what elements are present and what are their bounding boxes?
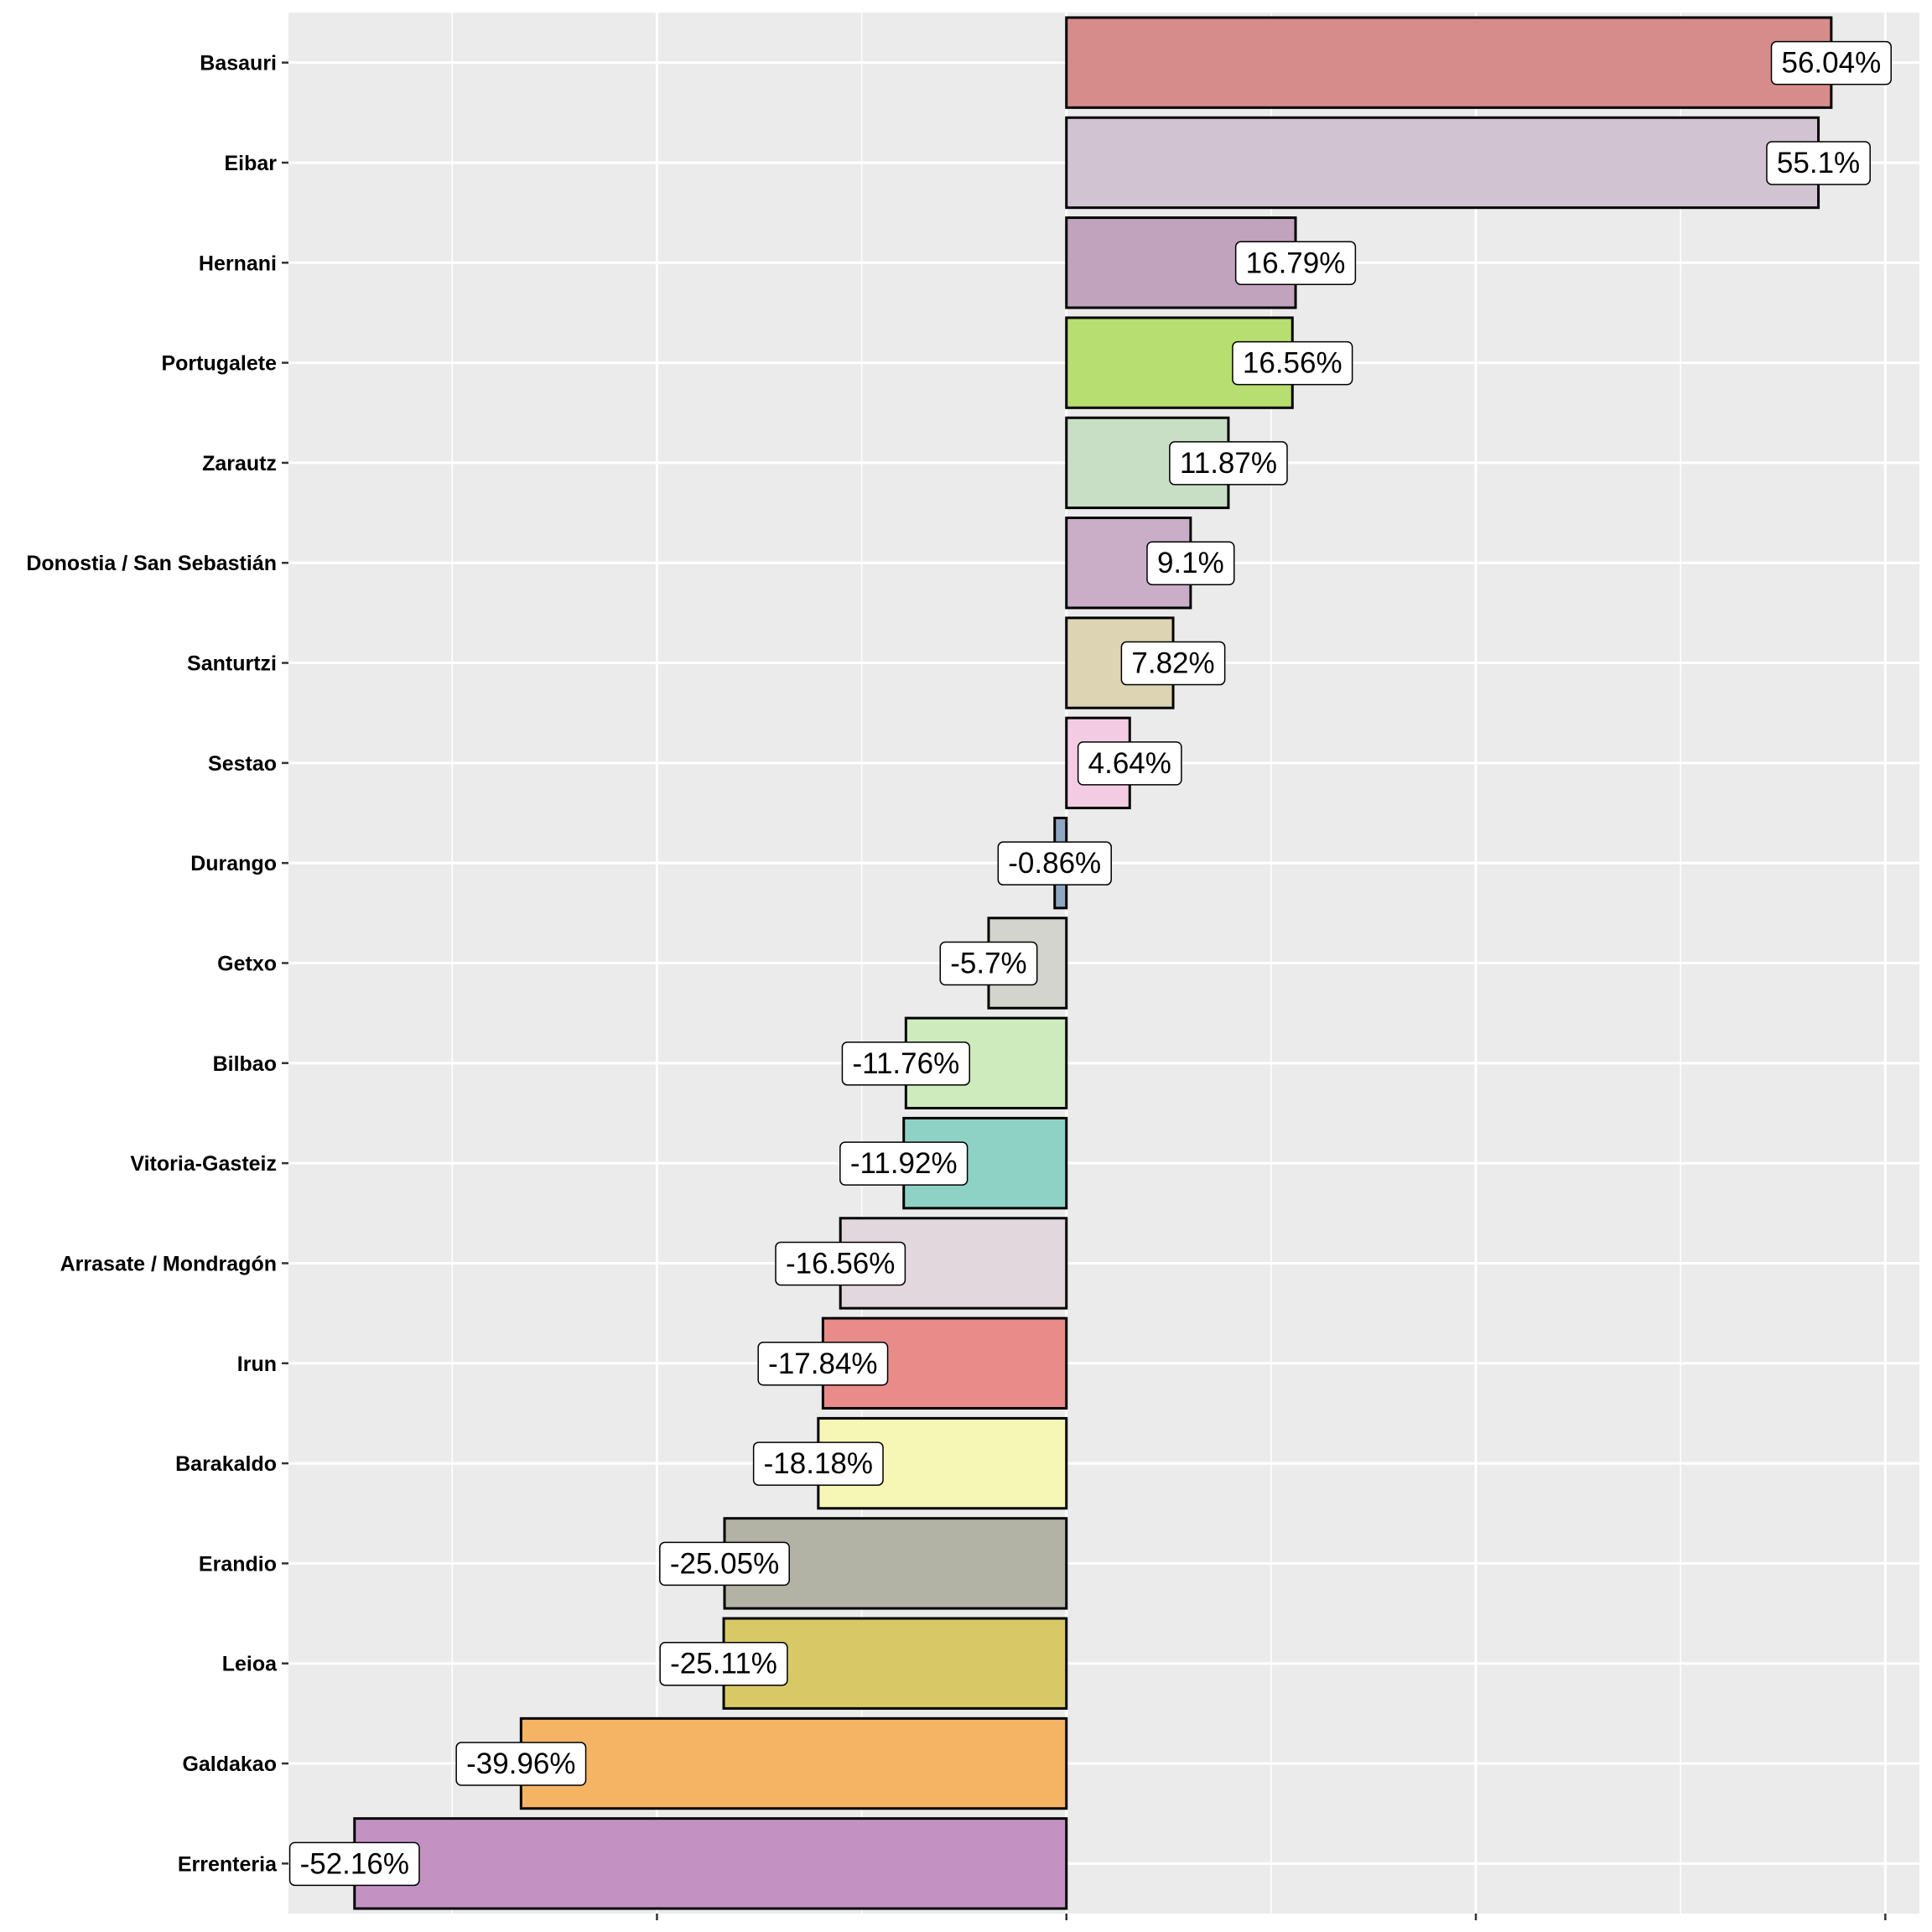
data-label-text: -0.86% [1008,847,1101,880]
y-tick-label: Santurtzi [187,652,277,676]
y-tick-label: Basauri [200,52,277,75]
data-label: 9.1% [1146,541,1235,585]
y-tick-label: Erandio [199,1552,277,1576]
y-tick-label: Irun [237,1353,277,1376]
data-label: -25.05% [659,1541,790,1587]
data-label-box [841,1041,970,1086]
bar [353,1817,1068,1910]
bar [1065,16,1833,109]
y-axis: Basauri Eibar Hernani Portugalete Zarautz Don… [26,52,288,1876]
data-label-text: 4.64% [1088,747,1171,780]
data-label: -0.86% [997,841,1112,886]
data-label-text: -18.18% [764,1447,873,1480]
y-tick-label: Zarautz [202,452,277,475]
data-label-box [659,1641,788,1686]
data-label-text: -11.76% [852,1047,959,1080]
data-label: 11.87% [1169,441,1288,486]
bar [1065,116,1820,210]
data-label: -11.92% [839,1141,969,1186]
data-label-box [1169,441,1288,486]
data-label-text: -25.05% [670,1547,779,1580]
data-label: -5.7% [939,941,1038,986]
data-label-text: -52.16% [300,1847,409,1880]
data-label-box [1766,141,1871,185]
data-label-text: 9.1% [1157,547,1224,579]
x-axis [656,1914,1887,1920]
y-tick-label: Errenteria [178,1852,278,1876]
data-label-box [757,1342,889,1386]
y-tick-label: Bilbao [213,1052,277,1076]
data-label-text: 16.79% [1246,247,1346,279]
data-label: 16.56% [1232,340,1353,386]
data-labels: 56.04% 55.1% 16.79% 16.56% 11.87% 9.1% 7.82% 4.… [288,40,1892,1887]
data-label-text: 16.56% [1243,347,1343,380]
data-label-text: -17.84% [768,1348,877,1380]
data-label: 56.04% [1770,40,1892,86]
data-label: 7.82% [1120,641,1226,686]
data-label-box [455,1742,587,1786]
data-label-box [939,941,1038,986]
data-label-box [288,1841,420,1887]
data-label: -16.56% [775,1241,906,1286]
y-tick-label: Getxo [217,953,277,976]
y-tick-label: Sestao [208,752,277,776]
data-label: -39.96% [455,1742,587,1786]
y-tick-label: Portugalete [161,352,277,376]
data-label-text: 7.82% [1131,647,1214,680]
data-label: 4.64% [1077,741,1182,786]
data-label-text: -16.56% [786,1247,895,1280]
data-label-box [839,1141,969,1186]
data-label-text: 55.1% [1777,147,1860,179]
data-label: 16.79% [1234,241,1357,286]
data-label-text: -39.96% [466,1748,575,1780]
y-tick-label: Durango [190,852,277,875]
bars [353,16,1833,1910]
data-label: -17.84% [757,1342,889,1386]
y-tick-label: Arrasate / Mondragón [60,1252,277,1275]
y-tick-label: Vitoria-Gasteiz [130,1152,277,1176]
data-label-box [752,1441,884,1486]
data-label-text: 56.04% [1781,47,1881,80]
data-label-box [775,1241,906,1286]
data-label-box [1770,40,1892,86]
data-label-text: 11.87% [1180,447,1277,480]
y-tick-label: Eibar [224,152,277,175]
data-label: -25.11% [659,1641,788,1686]
data-label-box [1120,641,1226,686]
y-tick-label: Barakaldo [175,1452,277,1476]
data-label-box [1232,340,1353,386]
data-label: -18.18% [752,1441,884,1486]
bar [519,1716,1068,1810]
y-tick-label: Leioa [222,1653,278,1676]
data-label-box [659,1541,790,1587]
data-label-box [1234,241,1357,286]
data-label: -11.76% [841,1041,970,1086]
data-label-text: -11.92% [850,1147,958,1180]
data-label-box [1077,741,1182,786]
data-label-box [1146,541,1235,585]
data-label-text: -5.7% [950,948,1026,980]
data-label: -52.16% [288,1841,420,1887]
data-label-text: -25.11% [670,1648,777,1680]
data-label-box [997,841,1112,886]
y-tick-label: Hernani [199,252,277,275]
data-label: 55.1% [1766,141,1871,185]
y-tick-label: Donostia / San Sebastián [26,552,277,575]
y-tick-label: Galdakao [182,1753,277,1776]
